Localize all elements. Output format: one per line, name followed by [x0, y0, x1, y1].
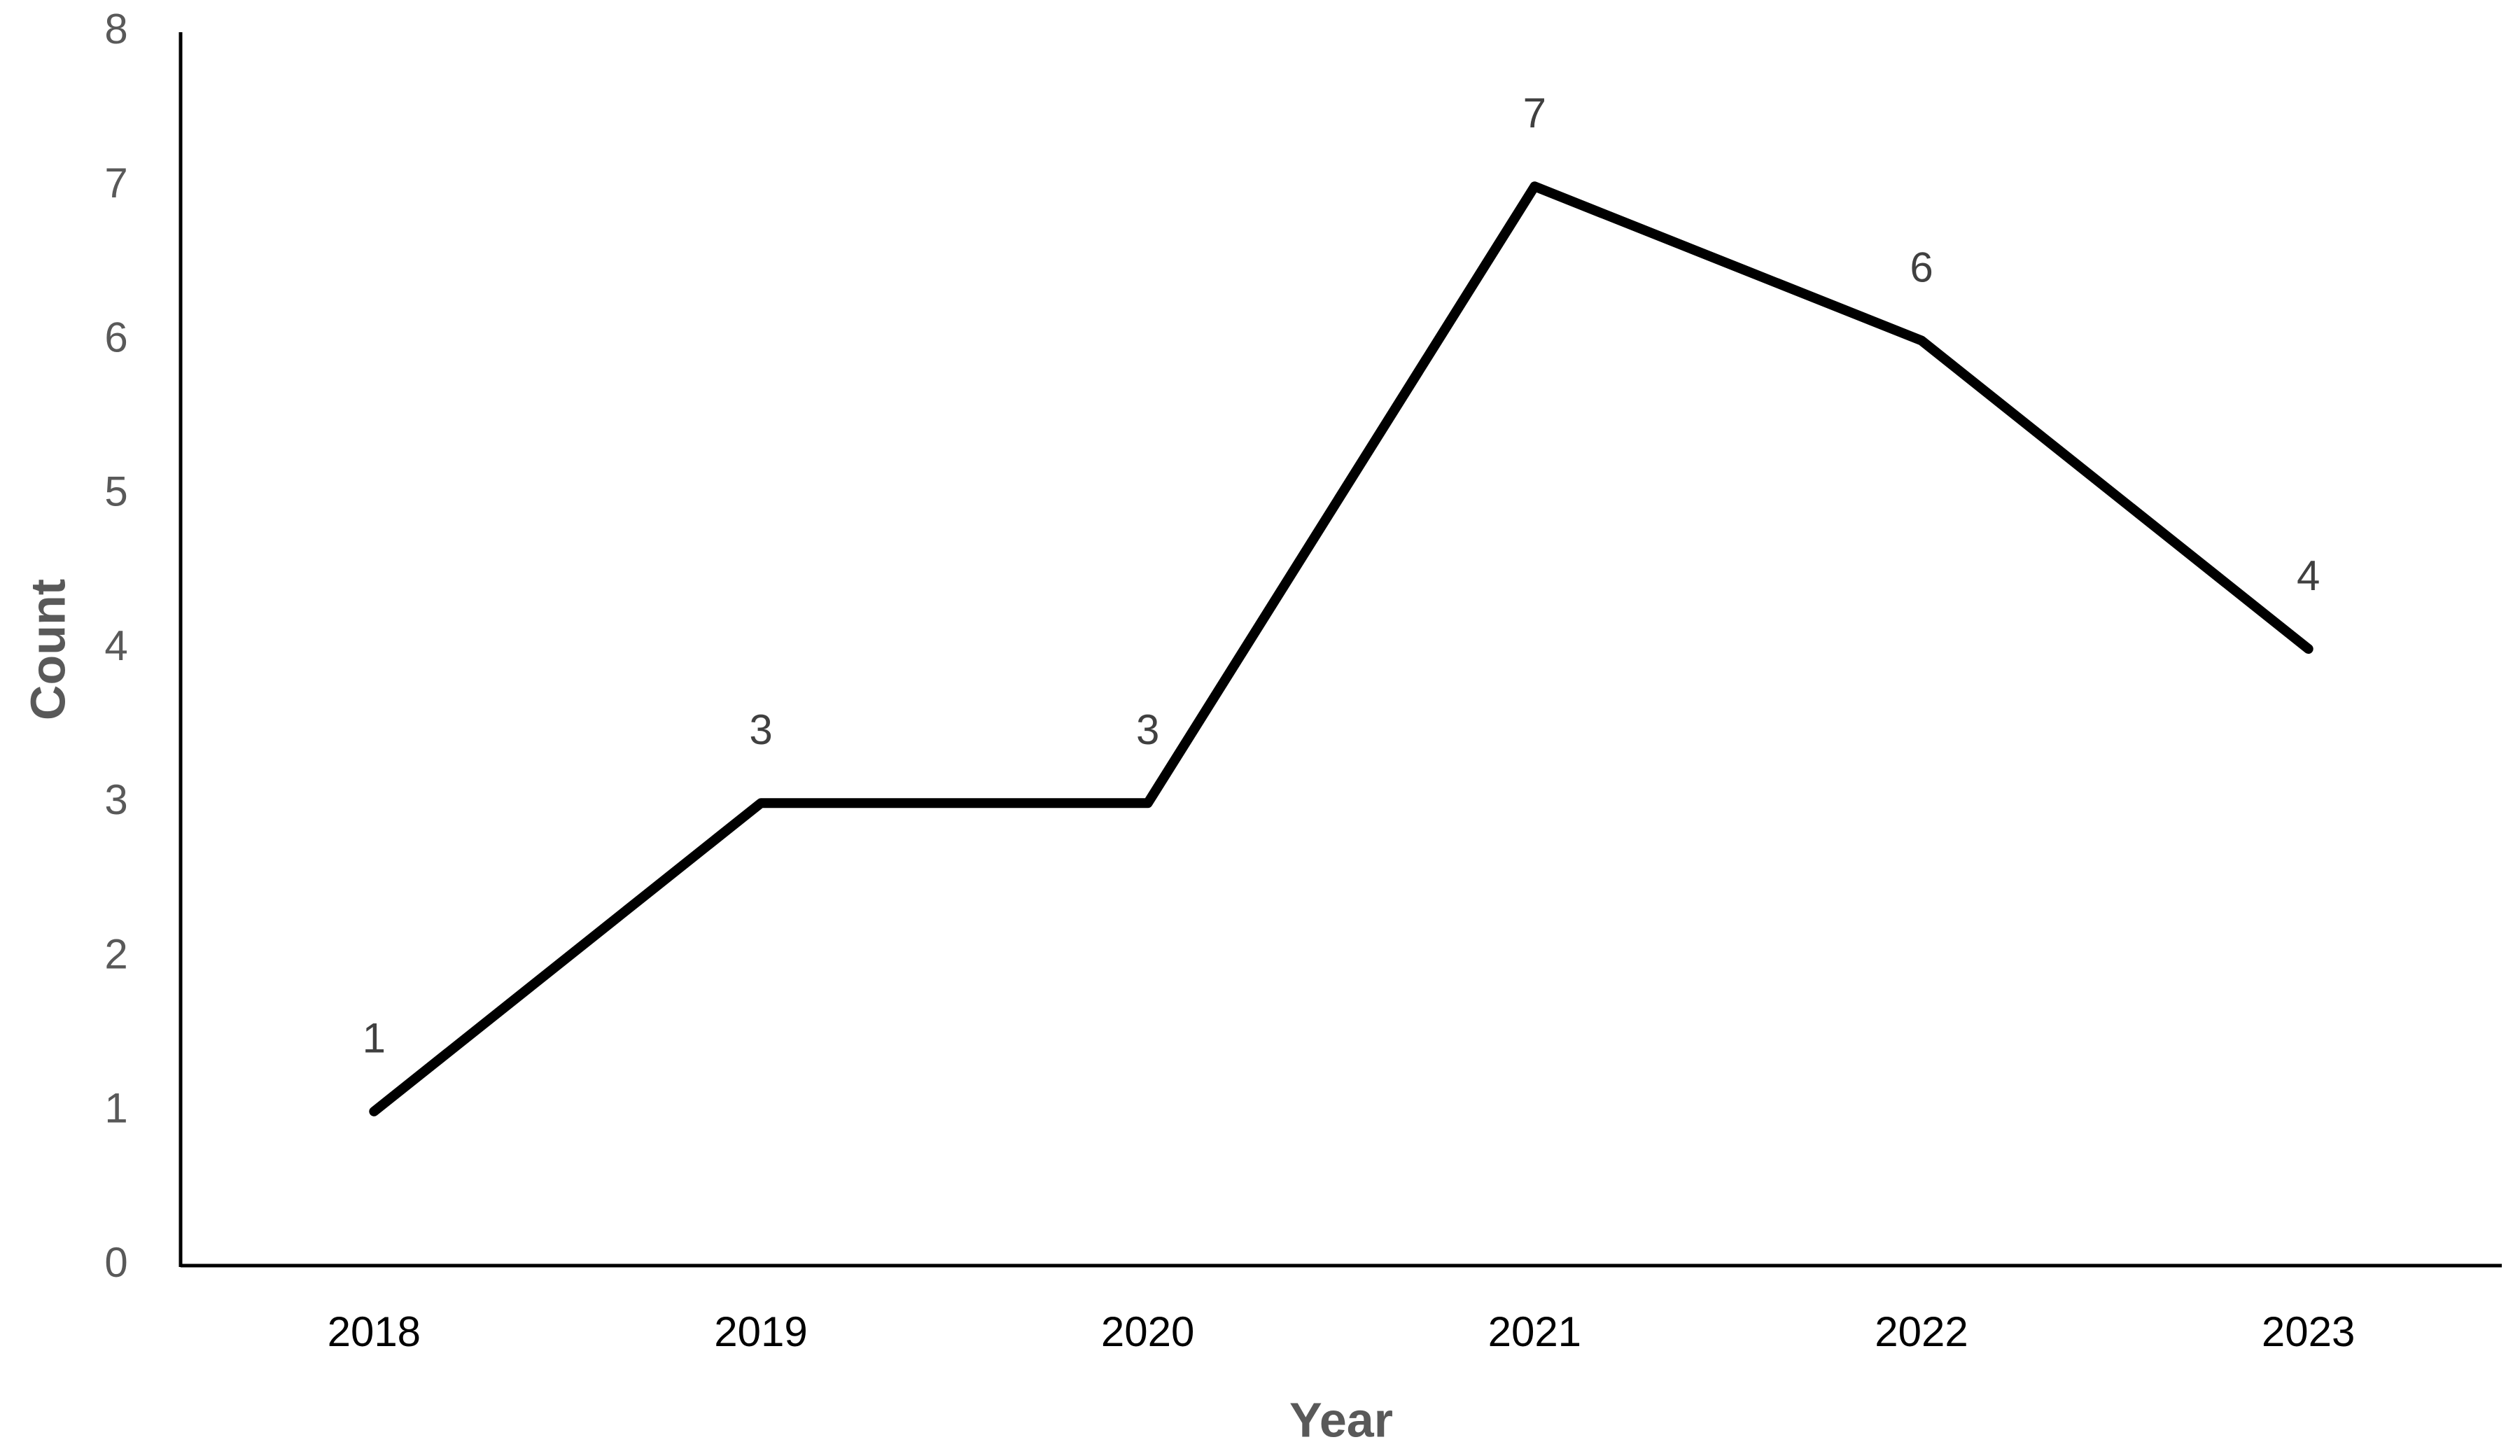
data-label: 6 — [1910, 244, 1933, 290]
y-axis-title: Count — [20, 579, 75, 720]
data-label: 1 — [363, 1015, 386, 1062]
x-tick-label: 2020 — [1101, 1308, 1194, 1355]
y-tick-label: 8 — [104, 6, 127, 52]
y-tick-label: 2 — [104, 930, 127, 977]
x-tick-label: 2019 — [714, 1308, 807, 1355]
x-tick-label: 2018 — [328, 1308, 421, 1355]
y-tick-label: 7 — [104, 160, 127, 206]
y-tick-label: 5 — [104, 468, 127, 515]
x-axis-title: Year — [1289, 1392, 1393, 1447]
x-tick-label: 2022 — [1875, 1308, 1968, 1355]
x-tick-label: 2023 — [2262, 1308, 2355, 1355]
y-tick-label: 4 — [104, 622, 127, 669]
y-tick-label: 3 — [104, 776, 127, 823]
data-label: 3 — [749, 706, 772, 753]
data-label: 3 — [1136, 706, 1159, 753]
data-line — [369, 181, 2314, 1116]
data-label: 4 — [2297, 552, 2320, 599]
y-tick-label: 1 — [104, 1085, 127, 1132]
x-tick-label: 2021 — [1488, 1308, 1581, 1355]
y-tick-label: 6 — [104, 314, 127, 360]
y-tick-label: 0 — [104, 1239, 127, 1286]
data-label: 7 — [1523, 90, 1546, 136]
